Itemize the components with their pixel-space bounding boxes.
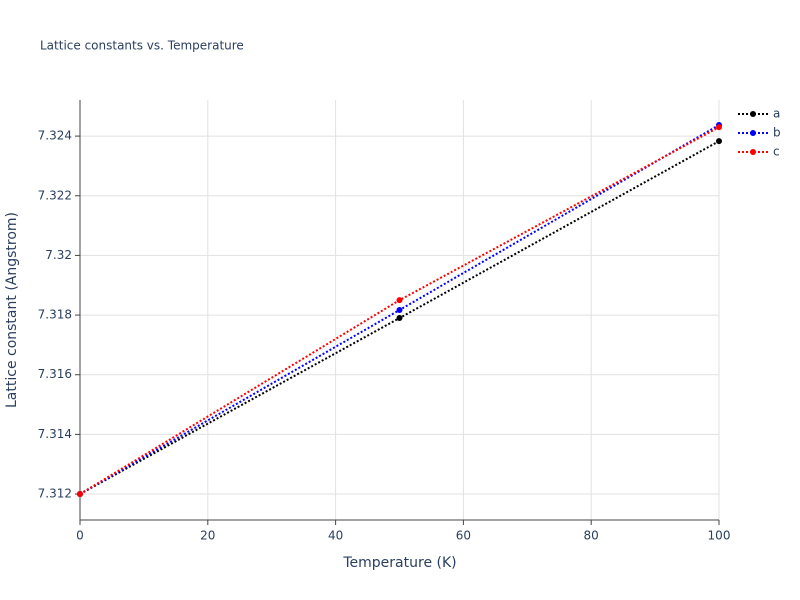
y-tick-label: 7.324 bbox=[38, 129, 72, 143]
y-tick-label: 7.312 bbox=[38, 487, 72, 501]
point bbox=[396, 315, 403, 322]
y-tick-label: 7.32 bbox=[45, 248, 72, 262]
legend-marker bbox=[750, 130, 756, 136]
point bbox=[716, 124, 722, 131]
point bbox=[396, 297, 403, 304]
x-tick-label: 40 bbox=[328, 529, 343, 543]
x-tick-label: 100 bbox=[708, 529, 731, 543]
y-tick-label: 7.314 bbox=[38, 427, 72, 441]
legend-marker bbox=[750, 111, 756, 117]
y-tick-label: 7.322 bbox=[38, 188, 72, 202]
legend-label: b bbox=[773, 126, 781, 140]
y-tick-label: 7.316 bbox=[38, 367, 72, 381]
x-tick-label: 60 bbox=[456, 529, 471, 543]
legend-label: a bbox=[773, 107, 780, 121]
x-axis-label: Temperature (K) bbox=[342, 555, 456, 571]
legend-label: c bbox=[773, 145, 780, 159]
chart-title: Lattice constants vs. Temperature bbox=[40, 39, 244, 53]
x-tick-label: 0 bbox=[76, 529, 84, 543]
legend-marker bbox=[750, 149, 756, 155]
y-axis-label: Lattice constant (Angstrom) bbox=[4, 212, 20, 408]
point bbox=[396, 307, 403, 313]
point bbox=[77, 491, 83, 498]
x-tick-label: 80 bbox=[584, 529, 599, 543]
point bbox=[716, 138, 722, 145]
x-tick-label: 20 bbox=[200, 529, 215, 543]
y-tick-label: 7.318 bbox=[38, 308, 72, 322]
